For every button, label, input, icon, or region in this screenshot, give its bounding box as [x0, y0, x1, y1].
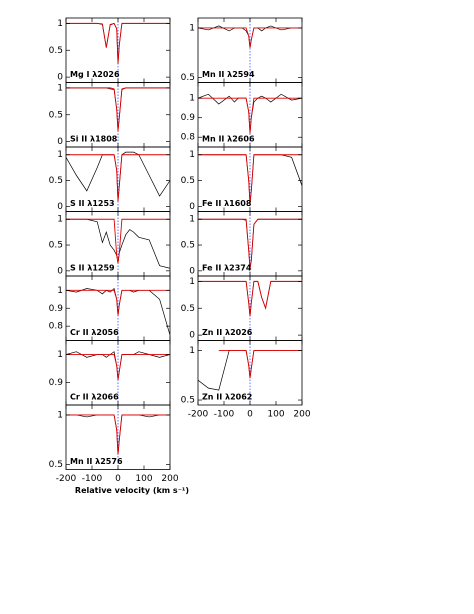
panel-label: S II λ1253: [70, 199, 115, 208]
model-line: [66, 289, 170, 316]
panel-label: Zn II λ2062: [202, 393, 252, 402]
y-tick-label: 1: [189, 215, 195, 225]
y-tick-label: 1: [57, 350, 63, 360]
x-tick-label: -100: [82, 474, 103, 484]
y-tick-label: 0.8: [49, 322, 64, 332]
panel-label: Fe II λ2374: [202, 264, 252, 273]
y-tick-label: 0.5: [49, 46, 63, 56]
model-line: [198, 27, 302, 48]
y-tick-label: 0.9: [181, 113, 196, 123]
y-tick-label: 0.9: [49, 304, 64, 314]
y-tick-label: 0.8: [181, 133, 196, 143]
panel-label: S II λ1259: [70, 264, 115, 273]
y-tick-label: 1: [57, 150, 63, 160]
panel: 0 0.5 1 S II λ1259: [49, 211, 171, 277]
panel: 0.5 1 -200 -100 0 100 200 Zn II λ2062: [181, 340, 311, 420]
panel-label: Cr II λ2056: [70, 328, 119, 337]
model-line: [66, 154, 170, 202]
y-tick-label: 0: [57, 266, 63, 276]
panel-label: Cr II λ2066: [70, 393, 119, 402]
panel-label: Si II λ1808: [70, 135, 118, 144]
panel-label: Fe II λ1608: [202, 199, 252, 208]
y-tick-label: 1: [189, 346, 195, 356]
panel: 0.5 1 Mn II λ2594: [181, 17, 303, 83]
y-tick-label: 0.5: [49, 460, 63, 470]
panel-label: Mn II λ2576: [70, 457, 123, 466]
model-line: [218, 349, 302, 379]
panel: 0 0.5 1 Fe II λ2374: [181, 211, 303, 277]
y-tick-label: 1: [57, 19, 63, 29]
panel-label: Mn II λ2606: [202, 135, 255, 144]
model-line: [66, 87, 170, 131]
y-tick-label: 0.5: [181, 176, 195, 186]
y-tick-label: 0: [189, 266, 195, 276]
model-line: [66, 218, 170, 264]
y-tick-label: 0.5: [181, 241, 195, 251]
model-line: [198, 218, 302, 269]
model-line: [198, 154, 302, 204]
panel: 0.5 1 -200 -100 0 100 200 Mn II λ2576 Relative v…: [49, 404, 189, 495]
model-line: [66, 414, 170, 455]
y-tick-label: 1: [57, 286, 63, 296]
y-tick-label: 1: [189, 94, 195, 104]
x-tick-label: 200: [293, 410, 310, 420]
panel: 0 0.5 1 S II λ1253: [49, 146, 171, 212]
y-tick-label: 0.9: [49, 378, 64, 388]
y-tick-label: 1: [189, 23, 195, 33]
x-tick-label: 100: [267, 410, 284, 420]
model-line: [198, 280, 302, 317]
y-tick-label: 0: [189, 202, 195, 212]
panel: 0 0.5 1 Zn II λ2026: [181, 275, 303, 341]
y-tick-label: 1: [57, 215, 63, 225]
panel: 0 0.5 1 Mg I λ2026: [49, 17, 171, 83]
y-tick-label: 1: [57, 410, 63, 420]
y-tick-label: 0.5: [181, 73, 195, 83]
y-tick-label: 0.5: [49, 241, 63, 251]
panel: 0 0.5 1 Si II λ1808: [49, 82, 171, 148]
spectrum: [198, 281, 302, 317]
panel: 0 0.5 1 Fe II λ1608: [181, 146, 303, 212]
x-tick-label: 0: [247, 410, 253, 420]
x-tick-label: -200: [56, 474, 77, 484]
y-tick-label: 1: [57, 83, 63, 93]
y-tick-label: 0: [57, 73, 63, 83]
y-tick-label: 1: [189, 277, 195, 287]
y-tick-label: 0.5: [49, 176, 63, 186]
y-tick-label: 0.5: [181, 304, 195, 314]
x-axis-label: Relative velocity (km s⁻¹): [75, 486, 189, 495]
x-tick-label: -100: [214, 410, 235, 420]
y-tick-label: 0.5: [181, 396, 195, 406]
x-tick-label: 100: [135, 474, 152, 484]
panel-label: Zn II λ2026: [202, 328, 253, 337]
y-tick-label: 0.5: [49, 110, 63, 120]
y-tick-label: 1: [189, 150, 195, 160]
y-tick-label: 0: [57, 202, 63, 212]
panel: 0.9 1 Cr II λ2066: [49, 340, 171, 406]
panel-label: Mg I λ2026: [70, 70, 120, 79]
y-tick-label: 0: [57, 137, 63, 147]
panel: 0.8 0.9 1 Cr II λ2056: [49, 275, 171, 341]
model-line: [198, 97, 302, 134]
panel-label: Mn II λ2594: [202, 70, 255, 79]
model-line: [66, 22, 170, 64]
panel: 0.8 0.9 1 Mn II λ2606: [181, 82, 303, 148]
x-tick-label: 0: [115, 474, 121, 484]
model-line: [66, 354, 170, 380]
x-tick-label: 200: [161, 474, 178, 484]
x-tick-label: -200: [188, 410, 209, 420]
y-tick-label: 0: [189, 331, 195, 341]
